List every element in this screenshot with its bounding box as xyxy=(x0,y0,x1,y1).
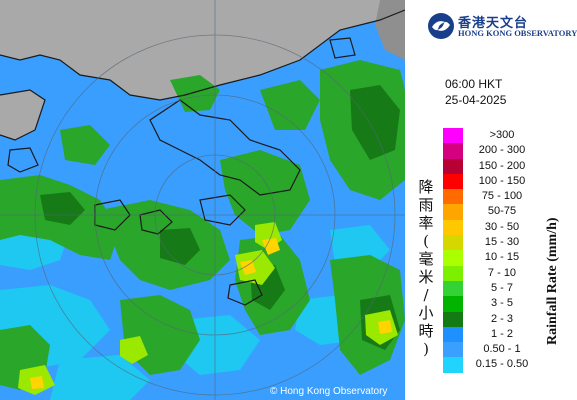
radar-map[interactable]: © Hong Kong Observatory xyxy=(0,0,405,400)
legend-label: 0.15 - 0.50 xyxy=(475,358,529,371)
org-name-english: HONG KONG OBSERVATORY xyxy=(458,28,577,38)
legend-label: 30 - 50 xyxy=(484,220,520,233)
observation-time: 06:00 HKT xyxy=(445,77,503,91)
coastlines xyxy=(0,9,405,306)
legend-swatch xyxy=(443,219,463,236)
side-panel: 香港天文台 HONG KONG OBSERVATORY 06:00 HKT 25… xyxy=(405,0,577,400)
legend-swatch xyxy=(443,204,463,220)
western-land xyxy=(0,90,45,140)
legend-label: 3 - 5 xyxy=(490,297,513,310)
org-name-chinese: 香港天文台 xyxy=(458,16,529,31)
legend-swatch xyxy=(443,158,463,174)
legend-swatch xyxy=(443,280,463,297)
radar-map-svg xyxy=(0,0,405,400)
legend-swatch xyxy=(443,189,463,205)
range-rings xyxy=(0,0,405,400)
legend-label: 10 - 15 xyxy=(484,251,520,264)
legend-label: >300 xyxy=(489,129,515,141)
legend-color-scale xyxy=(443,128,463,373)
legend-swatch xyxy=(443,326,463,343)
legend-swatch xyxy=(443,235,463,251)
legend-swatch xyxy=(443,128,463,144)
legend-label: 150 - 200 xyxy=(478,159,526,172)
copyright-text: © Hong Kong Observatory xyxy=(270,386,388,397)
legend-label: 0.50 - 1 xyxy=(483,343,521,356)
legend-title-chinese: 降雨率(毫米 / 小時) xyxy=(418,178,434,358)
legend-label: 15 - 30 xyxy=(484,236,520,249)
legend-swatch xyxy=(443,357,463,373)
legend-swatch xyxy=(443,311,463,327)
legend-label: 5 - 7 xyxy=(490,281,513,294)
legend-label: 75 - 100 xyxy=(481,190,523,203)
legend-label: 1 - 2 xyxy=(490,327,513,340)
legend-labels: >300 200 - 300 150 - 200 100 - 150 75 - 100 5… xyxy=(467,128,537,373)
legend-label: 7 - 10 xyxy=(487,266,517,279)
legend-swatch xyxy=(443,342,463,358)
legend-label: 50-75 xyxy=(487,205,517,218)
northeast-land xyxy=(375,0,405,60)
legend-title-english: Rainfall Rate (mm/h) xyxy=(545,217,560,345)
legend-swatch xyxy=(443,265,463,281)
hko-emblem-icon xyxy=(428,13,454,39)
observation-date: 25-04-2025 xyxy=(445,93,507,107)
legend-label: 200 - 300 xyxy=(478,144,526,157)
legend-swatch xyxy=(443,250,463,266)
legend-swatch xyxy=(443,296,463,312)
legend-label: 100 - 150 xyxy=(478,174,526,187)
hko-logo[interactable]: 香港天文台 HONG KONG OBSERVATORY xyxy=(415,6,577,39)
legend-label: 2 - 3 xyxy=(490,312,513,325)
legend-swatch xyxy=(443,143,463,159)
intense-rain-areas xyxy=(30,238,392,389)
legend-swatch xyxy=(443,173,463,190)
